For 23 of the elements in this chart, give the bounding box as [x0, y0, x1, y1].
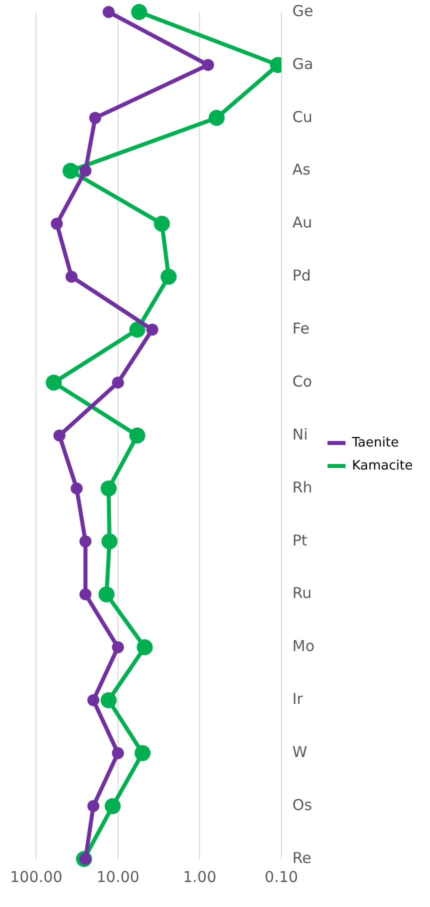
y-tick-label: Ru: [292, 584, 312, 602]
y-tick-label: Mo: [292, 637, 315, 656]
y-tick-label: Re: [292, 848, 312, 867]
y-tick-label: Co: [292, 372, 312, 390]
y-tick-label: Cu: [292, 108, 312, 126]
x-tick-label: 1.00: [182, 868, 216, 886]
y-tick-label: Rh: [292, 478, 312, 496]
y-tick-label: Au: [292, 214, 312, 232]
legend-label: Taenite: [351, 435, 399, 450]
y-tick-label: Ga: [292, 54, 314, 73]
y-tick-label: Pt: [292, 531, 308, 550]
y-tick-label: Ge: [292, 2, 314, 20]
y-tick-label: Ni: [292, 425, 308, 444]
y-tick-label: Ir: [292, 690, 304, 708]
x-tick-label: 10.00: [96, 868, 140, 886]
x-tick-label: 0.10: [264, 868, 298, 886]
legend-label: Kamacite: [352, 458, 413, 474]
x-tick-label: 100.00: [10, 868, 62, 886]
y-tick-label: Os: [292, 796, 312, 814]
y-tick-label: Pd: [292, 266, 311, 285]
y-tick-label: As: [292, 160, 311, 179]
y-tick-label: W: [292, 743, 308, 762]
y-tick-label: Fe: [292, 320, 310, 338]
